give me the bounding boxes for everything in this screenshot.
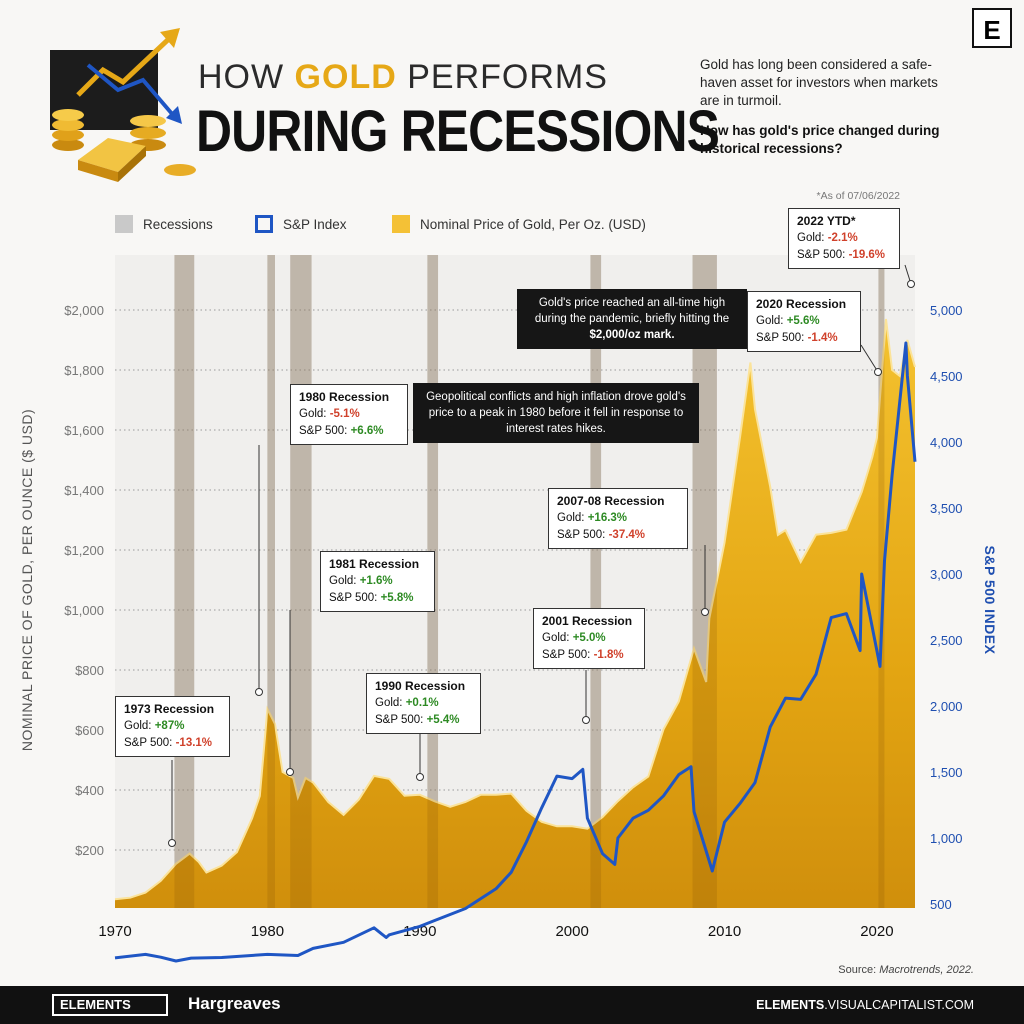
- legend-recessions: Recessions: [115, 215, 213, 233]
- recession-swatch-icon: [115, 215, 133, 233]
- elements-brand-logo[interactable]: ELEMENTS: [52, 994, 168, 1016]
- right-tick-label: 1,500: [930, 765, 963, 780]
- callout-dot: [168, 839, 176, 847]
- left-tick-label: $1,000: [64, 603, 104, 618]
- callout-dot: [874, 368, 882, 376]
- recession-band: [267, 255, 275, 908]
- intro-text: Gold has long been considered a safe-hav…: [700, 57, 938, 108]
- x-tick-label: 2020: [860, 923, 893, 940]
- callout-2007: 2007-08 Recession Gold: +16.3% S&P 500: …: [548, 488, 688, 549]
- right-tick-label: 4,000: [930, 435, 963, 450]
- recession-band: [590, 255, 602, 908]
- callout-dot: [582, 716, 590, 724]
- callout-1990: 1990 Recession Gold: +0.1% S&P 500: +5.4…: [366, 673, 481, 734]
- left-tick-label: $800: [75, 663, 104, 678]
- legend-label: Recessions: [143, 216, 213, 232]
- falling-arrow-icon: [86, 63, 175, 117]
- recession-overlay: [174, 255, 195, 908]
- callout-2001: 2001 Recession Gold: +5.0% S&P 500: -1.8…: [533, 608, 645, 669]
- left-tick-label: $400: [75, 783, 104, 798]
- callout-2022: 2022 YTD* Gold: -2.1% S&P 500: -19.6%: [788, 208, 900, 269]
- x-tick-label: 2000: [555, 923, 588, 940]
- callout-leader: [860, 344, 879, 373]
- right-tick-label: 3,500: [930, 501, 963, 516]
- x-tick-label: 2010: [708, 923, 741, 940]
- legend-label: S&P Index: [283, 216, 347, 232]
- callout-dot: [255, 688, 263, 696]
- right-tick-label: 1,000: [930, 831, 963, 846]
- right-tick-label: 2,000: [930, 699, 963, 714]
- left-tick-label: $1,400: [64, 483, 104, 498]
- legend-sp: S&P Index: [255, 215, 347, 233]
- callout-1980: 1980 Recession Gold: -5.1% S&P 500: +6.6…: [290, 384, 408, 445]
- note-1980-peak: Geopolitical conflicts and high inflatio…: [413, 383, 699, 443]
- right-tick-label: 2,500: [930, 633, 963, 648]
- callout-1973: 1973 Recession Gold: +87% S&P 500: -13.1…: [115, 696, 230, 757]
- recession-overlay: [267, 255, 275, 908]
- callout-dot: [701, 608, 709, 616]
- site-link[interactable]: ELEMENTS.VISUALCAPITALIST.COM: [756, 998, 974, 1012]
- rising-arrow-icon: [76, 33, 175, 97]
- left-tick-label: $600: [75, 723, 104, 738]
- legend-gold: Nominal Price of Gold, Per Oz. (USD): [392, 215, 646, 233]
- callout-dot: [286, 768, 294, 776]
- gold-chart-illustration: [50, 28, 196, 182]
- right-tick-label: 3,000: [930, 567, 963, 582]
- source-note: Source: Macrotrends, 2022.: [838, 964, 974, 976]
- coin-stack-icon: [52, 109, 166, 151]
- sp-line: [114, 341, 917, 963]
- right-tick-label: 4,500: [930, 369, 963, 384]
- x-tick-label: 1970: [98, 923, 131, 940]
- as-of-note: *As of 07/06/2022: [816, 190, 900, 202]
- sponsor-logo[interactable]: Hargreaves: [188, 994, 281, 1013]
- footer-bar: [0, 986, 1024, 1024]
- gold-area: [115, 319, 915, 908]
- callout-2020: 2020 Recession Gold: +5.6% S&P 500: -1.4…: [747, 291, 861, 352]
- sp-swatch-icon: [255, 215, 273, 233]
- right-tick-label: 500: [930, 897, 952, 912]
- left-tick-label: $1,600: [64, 423, 104, 438]
- callout-1981: 1981 Recession Gold: +1.6% S&P 500: +5.8…: [320, 551, 435, 612]
- callout-dot: [416, 773, 424, 781]
- left-tick-label: $2,000: [64, 303, 104, 318]
- question-text: How has gold's price changed during hist…: [700, 123, 940, 156]
- elements-logo-icon[interactable]: E: [972, 8, 1012, 48]
- left-tick-label: $1,200: [64, 543, 104, 558]
- right-tick-label: 5,000: [930, 303, 963, 318]
- gold-swatch-icon: [392, 215, 410, 233]
- left-tick-label: $200: [75, 843, 104, 858]
- title-line-2: DURING RECESSIONS: [196, 99, 720, 164]
- recession-overlay: [290, 255, 312, 908]
- x-tick-label: 1980: [251, 923, 284, 940]
- recession-overlay: [878, 255, 885, 908]
- title-line-1: HOW GOLD PERFORMS: [198, 58, 608, 96]
- legend-label: Nominal Price of Gold, Per Oz. (USD): [420, 216, 646, 232]
- gold-bar-icon: [78, 138, 146, 182]
- left-tick-label: $1,800: [64, 363, 104, 378]
- gold-line: [114, 318, 916, 901]
- callout-dot: [907, 280, 915, 288]
- recession-overlay: [590, 255, 602, 908]
- note-pandemic-high: Gold's price reached an all-time high du…: [517, 289, 747, 349]
